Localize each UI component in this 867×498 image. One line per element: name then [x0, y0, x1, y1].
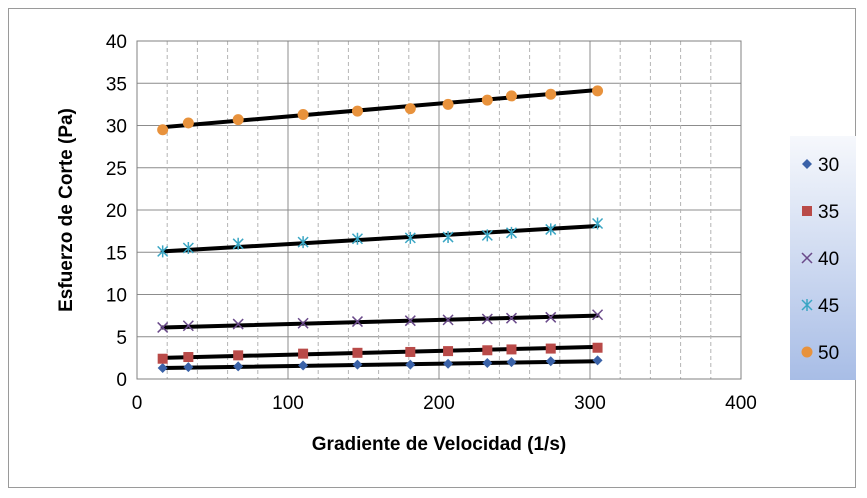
data-point-50	[442, 98, 454, 110]
data-point-45	[505, 226, 518, 239]
data-point-45	[404, 231, 416, 244]
plot-area-border	[136, 40, 742, 380]
data-point-50	[481, 94, 493, 106]
x-tick-label: 300	[574, 393, 606, 414]
data-point-35	[405, 346, 416, 357]
data-point-50	[592, 85, 604, 97]
x-tick-label: 400	[725, 393, 757, 414]
y-tick-label: 0	[116, 370, 127, 391]
trendlines	[160, 88, 600, 371]
data-point-40	[351, 316, 363, 328]
data-point-50	[505, 90, 517, 102]
data-point-40	[404, 315, 416, 327]
data-point-35	[506, 344, 517, 355]
data-point-35	[482, 345, 493, 356]
y-tick-label: 30	[106, 117, 127, 138]
data-point-50	[404, 103, 416, 115]
data-point-45	[545, 223, 557, 236]
data-point-45	[442, 231, 454, 244]
legend-box	[790, 136, 856, 380]
data-point-35	[157, 353, 168, 364]
data-point-50	[157, 124, 169, 136]
legend-label-30: 30	[818, 155, 839, 176]
data-point-30	[233, 361, 244, 372]
data-point-35	[183, 352, 194, 363]
data-point-50	[182, 117, 194, 129]
data-point-45	[351, 232, 363, 245]
y-tick-label: 35	[106, 74, 127, 95]
data-point-30	[352, 359, 363, 370]
data-point-40	[481, 313, 493, 325]
y-tick-label: 5	[116, 328, 127, 349]
data-point-45	[232, 237, 244, 250]
data-point-50	[545, 88, 557, 100]
legend-label-45: 45	[818, 296, 839, 317]
data-point-40	[182, 320, 194, 332]
chart-frame	[8, 8, 856, 488]
y-axis-title: Esfuerzo de Corte (Pa)	[56, 108, 77, 312]
data-point-40	[157, 321, 169, 333]
data-point-30	[545, 356, 556, 367]
data-point-35	[443, 346, 454, 357]
data-point-30	[506, 357, 517, 368]
legend-label-50: 50	[818, 343, 839, 364]
data-point-50	[232, 114, 244, 126]
y-tick-label: 10	[106, 286, 127, 307]
data-point-35	[545, 343, 556, 354]
data-point-35	[592, 342, 603, 353]
data-point-40	[297, 317, 309, 329]
data-point-45	[182, 242, 194, 255]
trendline-40	[160, 313, 600, 330]
data-point-45	[481, 229, 493, 242]
data-point-30	[592, 355, 603, 366]
data-point-45	[592, 217, 604, 230]
data-point-50	[351, 105, 363, 117]
data-point-45	[157, 245, 169, 258]
data-point-30	[183, 362, 194, 373]
data-point-30	[157, 363, 168, 374]
data-point-35	[298, 348, 309, 359]
legend-marker-30	[802, 159, 812, 169]
x-tick-label: 0	[132, 393, 143, 414]
legend-marker-40	[801, 252, 813, 264]
grid	[137, 41, 741, 379]
x-tick-label: 200	[423, 393, 455, 414]
data-point-40	[232, 318, 244, 330]
legend-marker-50	[801, 346, 813, 358]
data-point-35	[352, 347, 363, 358]
legend-label-35: 35	[818, 202, 839, 223]
y-tick-label: 20	[106, 201, 127, 222]
legend-marker-45	[801, 299, 813, 311]
x-tick-label: 100	[272, 393, 304, 414]
legend-label-40: 40	[818, 249, 839, 270]
data-point-40	[592, 309, 604, 321]
data-points	[157, 85, 604, 374]
y-tick-label: 15	[106, 243, 127, 264]
y-tick-label: 40	[106, 32, 127, 53]
data-point-45	[297, 236, 309, 249]
data-point-30	[482, 357, 493, 368]
data-point-50	[297, 109, 309, 121]
data-point-40	[442, 314, 454, 326]
legend: 30 35 40 45 50	[790, 136, 856, 380]
y-tick-label: 25	[106, 159, 127, 180]
legend-marker-35	[802, 206, 812, 216]
data-point-30	[443, 358, 454, 369]
trendline-50	[160, 88, 600, 130]
data-point-30	[405, 359, 416, 370]
x-axis-title: Gradiente de Velocidad (1/s)	[312, 434, 566, 455]
data-point-40	[505, 312, 518, 324]
data-point-40	[545, 311, 557, 323]
data-point-30	[298, 360, 309, 371]
data-point-35	[233, 350, 244, 361]
